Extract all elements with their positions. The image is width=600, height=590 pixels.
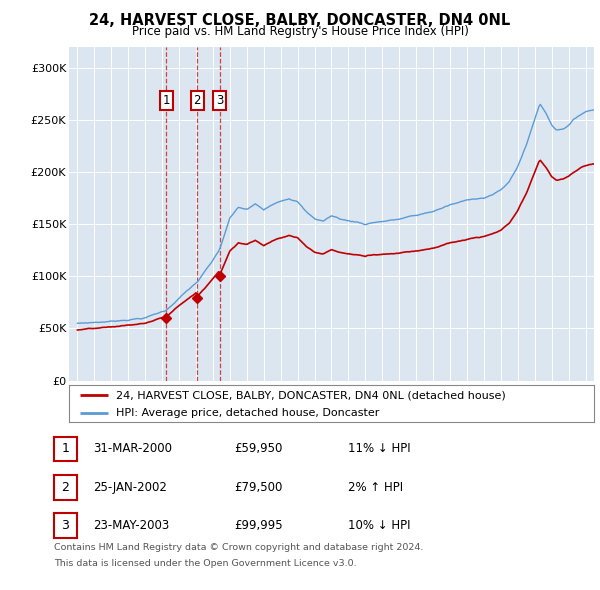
Text: This data is licensed under the Open Government Licence v3.0.: This data is licensed under the Open Gov… — [54, 559, 356, 568]
Text: 1: 1 — [61, 442, 70, 455]
Text: 2: 2 — [61, 481, 70, 494]
Text: £59,950: £59,950 — [234, 442, 283, 455]
Text: 24, HARVEST CLOSE, BALBY, DONCASTER, DN4 0NL (detached house): 24, HARVEST CLOSE, BALBY, DONCASTER, DN4… — [116, 390, 506, 400]
Text: 11% ↓ HPI: 11% ↓ HPI — [348, 442, 410, 455]
Text: 31-MAR-2000: 31-MAR-2000 — [93, 442, 172, 455]
Text: 3: 3 — [216, 94, 223, 107]
Text: £99,995: £99,995 — [234, 519, 283, 532]
Text: 2: 2 — [193, 94, 201, 107]
Text: 25-JAN-2002: 25-JAN-2002 — [93, 481, 167, 494]
Text: 3: 3 — [61, 519, 70, 532]
Text: HPI: Average price, detached house, Doncaster: HPI: Average price, detached house, Donc… — [116, 408, 380, 418]
Text: Price paid vs. HM Land Registry's House Price Index (HPI): Price paid vs. HM Land Registry's House … — [131, 25, 469, 38]
Text: £79,500: £79,500 — [234, 481, 283, 494]
Text: Contains HM Land Registry data © Crown copyright and database right 2024.: Contains HM Land Registry data © Crown c… — [54, 543, 424, 552]
Text: 2% ↑ HPI: 2% ↑ HPI — [348, 481, 403, 494]
Text: 24, HARVEST CLOSE, BALBY, DONCASTER, DN4 0NL: 24, HARVEST CLOSE, BALBY, DONCASTER, DN4… — [89, 13, 511, 28]
Text: 1: 1 — [163, 94, 170, 107]
Text: 23-MAY-2003: 23-MAY-2003 — [93, 519, 169, 532]
Text: 10% ↓ HPI: 10% ↓ HPI — [348, 519, 410, 532]
